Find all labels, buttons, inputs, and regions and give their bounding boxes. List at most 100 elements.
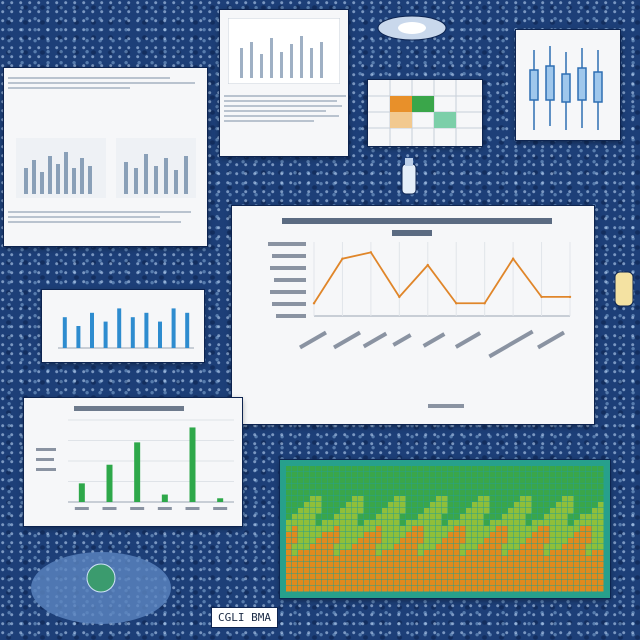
heatmap-cell xyxy=(580,502,586,508)
heatmap-cell xyxy=(316,556,322,562)
heatmap-cell xyxy=(460,538,466,544)
heatmap-cell xyxy=(592,520,598,526)
heatmap-cell xyxy=(562,502,568,508)
heatmap-cell xyxy=(574,586,580,592)
heatmap-cell xyxy=(442,478,448,484)
heatmap-cell xyxy=(490,568,496,574)
heatmap-cell xyxy=(478,532,484,538)
heatmap-cell xyxy=(340,526,346,532)
heatmap-cell xyxy=(352,496,358,502)
heatmap-cell xyxy=(592,580,598,586)
heatmap-cell xyxy=(394,562,400,568)
heatmap-cell xyxy=(424,574,430,580)
heatmap-cell xyxy=(370,472,376,478)
heatmap-cell xyxy=(592,496,598,502)
heatmap-cell xyxy=(526,544,532,550)
heatmap-cell xyxy=(586,508,592,514)
heatmap-cell xyxy=(538,568,544,574)
heatmap-cell xyxy=(310,466,316,472)
heatmap-cell xyxy=(286,556,292,562)
heatmap-cell xyxy=(358,556,364,562)
heatmap-cell xyxy=(358,508,364,514)
heatmap-cell xyxy=(526,484,532,490)
heatmap-cell xyxy=(316,562,322,568)
heatmap-cell xyxy=(358,574,364,580)
heatmap-cell xyxy=(460,532,466,538)
heatmap-cell xyxy=(568,574,574,580)
heatmap-cell xyxy=(436,490,442,496)
heatmap-cell xyxy=(550,538,556,544)
heatmap-cell xyxy=(580,484,586,490)
heatmap-cell xyxy=(328,514,334,520)
heatmap-cell xyxy=(406,586,412,592)
heatmap-cell xyxy=(346,484,352,490)
heatmap-cell xyxy=(538,586,544,592)
heatmap-cell xyxy=(574,526,580,532)
heatmap-cell xyxy=(580,520,586,526)
heatmap-cell xyxy=(370,466,376,472)
heatmap-cell xyxy=(430,490,436,496)
heatmap-cell xyxy=(538,484,544,490)
heatmap-cell xyxy=(526,520,532,526)
heatmap-cell xyxy=(598,520,604,526)
heatmap-cell xyxy=(544,520,550,526)
heatmap-cell xyxy=(430,580,436,586)
heatmap-cell xyxy=(568,562,574,568)
heatmap-cell xyxy=(352,550,358,556)
heatmap-cell xyxy=(454,568,460,574)
heatmap-cell xyxy=(358,544,364,550)
heatmap-cell xyxy=(502,472,508,478)
heatmap-cell xyxy=(328,466,334,472)
heatmap-cell xyxy=(358,484,364,490)
heatmap-cell xyxy=(502,502,508,508)
heatmap-cell xyxy=(382,586,388,592)
heatmap-cell xyxy=(550,556,556,562)
heatmap-cell xyxy=(472,538,478,544)
heatmap-cell xyxy=(496,544,502,550)
heatmap-cell xyxy=(508,574,514,580)
heatmap-cell xyxy=(538,532,544,538)
heatmap-cell xyxy=(508,478,514,484)
heatmap-cell xyxy=(364,556,370,562)
heatmap-cell xyxy=(388,484,394,490)
heatmap-cell xyxy=(424,538,430,544)
heatmap-cell xyxy=(424,526,430,532)
heatmap-cell xyxy=(442,514,448,520)
heatmap-cell xyxy=(478,556,484,562)
heatmap-cell xyxy=(424,514,430,520)
heatmap-cell xyxy=(568,484,574,490)
heatmap-cell xyxy=(496,520,502,526)
heatmap-cell xyxy=(346,508,352,514)
heatmap-cell xyxy=(448,544,454,550)
heatmap-cell xyxy=(310,490,316,496)
heatmap-cell xyxy=(448,526,454,532)
heatmap-cell xyxy=(298,580,304,586)
heatmap-cell xyxy=(292,466,298,472)
heatmap-cell xyxy=(430,550,436,556)
heatmap-cell xyxy=(544,472,550,478)
heatmap-cell xyxy=(592,544,598,550)
heatmap-cell xyxy=(544,580,550,586)
spreadsheet-grid xyxy=(368,80,482,146)
heatmap-cell xyxy=(322,490,328,496)
heatmap-cell xyxy=(544,538,550,544)
heatmap-cell xyxy=(502,508,508,514)
heatmap-cell xyxy=(496,478,502,484)
heatmap-cell xyxy=(544,556,550,562)
heatmap-cell xyxy=(304,478,310,484)
heatmap-cell xyxy=(424,496,430,502)
heatmap-cell xyxy=(466,556,472,562)
heatmap-cell xyxy=(466,484,472,490)
heatmap-cell xyxy=(448,538,454,544)
heatmap-cell xyxy=(394,544,400,550)
heatmap-cell xyxy=(430,520,436,526)
heatmap-cell xyxy=(406,478,412,484)
heatmap-cell xyxy=(484,562,490,568)
heatmap-cell xyxy=(406,466,412,472)
heatmap-cell xyxy=(430,502,436,508)
heatmap-cell xyxy=(364,472,370,478)
heatmap-cell xyxy=(376,508,382,514)
heatmap-cell xyxy=(292,580,298,586)
heatmap-cell xyxy=(340,532,346,538)
heatmap-cell xyxy=(442,562,448,568)
